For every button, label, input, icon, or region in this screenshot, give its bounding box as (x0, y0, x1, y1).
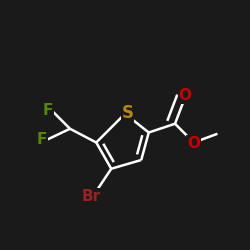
Text: F: F (36, 132, 47, 148)
Text: O: O (178, 88, 192, 103)
Text: F: F (43, 102, 53, 118)
Text: Br: Br (82, 189, 101, 204)
Text: S: S (122, 104, 134, 122)
Text: O: O (187, 136, 200, 151)
